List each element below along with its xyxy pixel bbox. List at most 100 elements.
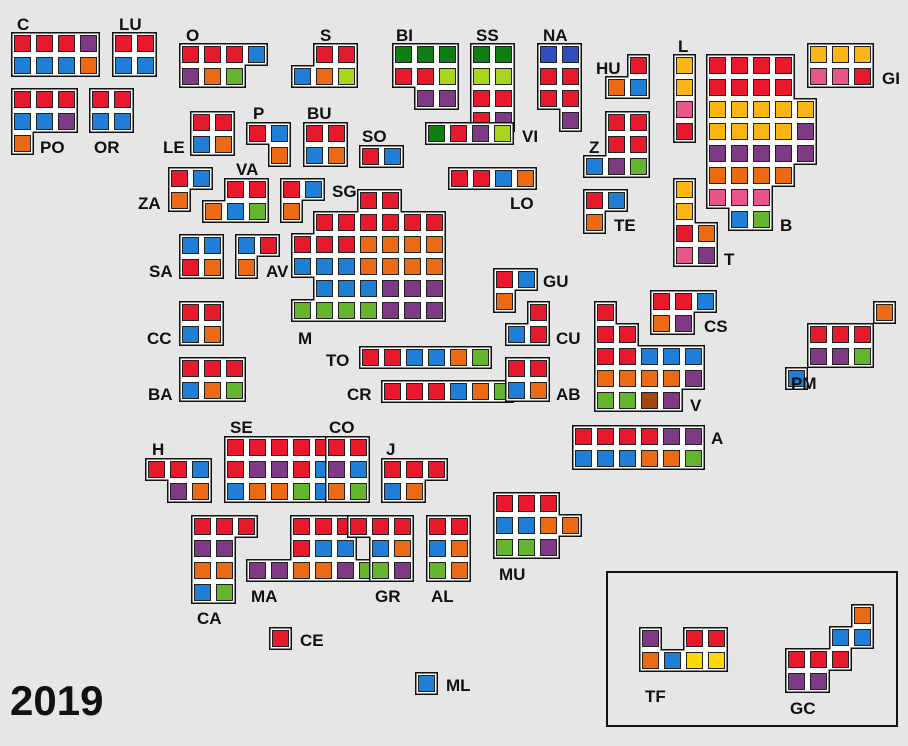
seat-cell: [472, 383, 489, 400]
seat-cell: [676, 57, 693, 74]
seat-cell: [426, 302, 443, 319]
seat-cell: [517, 170, 534, 187]
seat-cell: [192, 461, 209, 478]
seat-cell: [316, 258, 333, 275]
seat-cell: [92, 91, 109, 108]
seat-cell: [788, 673, 805, 690]
seat-cell: [271, 461, 288, 478]
seat-cell: [58, 113, 75, 130]
seat-cell: [753, 79, 770, 96]
seat-cell: [810, 46, 827, 63]
seat-cell: [451, 518, 468, 535]
seat-cell: [473, 90, 490, 107]
seat-cell: [472, 349, 489, 366]
seat-cell: [294, 68, 311, 85]
province-label-s: S: [320, 26, 332, 45]
province-label-cr: CR: [347, 385, 372, 404]
seat-cell: [731, 189, 748, 206]
seat-cell: [360, 236, 377, 253]
seat-cell: [619, 348, 636, 365]
seat-cell: [394, 540, 411, 557]
seat-cell: [315, 540, 332, 557]
seat-cell: [653, 315, 670, 332]
seat-cell: [316, 236, 333, 253]
province-label-av: AV: [266, 262, 289, 281]
province-label-ss: SS: [476, 26, 499, 45]
province-label-co: CO: [329, 418, 355, 437]
seat-cell: [283, 181, 300, 198]
seat-cell: [182, 259, 199, 276]
seat-cell: [227, 461, 244, 478]
seat-cell: [394, 518, 411, 535]
seat-cell: [293, 461, 310, 478]
seat-cell: [182, 326, 199, 343]
seat-cell: [641, 428, 658, 445]
seat-cell: [360, 302, 377, 319]
seat-cell: [685, 348, 702, 365]
seat-cell: [58, 91, 75, 108]
seat-cell: [451, 170, 468, 187]
seat-cell: [608, 79, 625, 96]
seat-cell: [36, 35, 53, 52]
seat-cell: [708, 630, 725, 647]
seat-cell: [170, 483, 187, 500]
seat-cell: [406, 349, 423, 366]
seat-cell: [394, 562, 411, 579]
seat-cell: [698, 247, 715, 264]
seat-cell: [775, 123, 792, 140]
province-label-j: J: [386, 440, 396, 459]
seat-cell: [14, 113, 31, 130]
seat-cell: [496, 271, 513, 288]
seat-cell: [439, 46, 456, 63]
seat-cell: [788, 651, 805, 668]
seat-cell: [171, 170, 188, 187]
seat-cell: [788, 370, 805, 387]
seat-cell: [372, 540, 389, 557]
seat-cell: [619, 450, 636, 467]
seat-cell: [753, 145, 770, 162]
seat-cell: [530, 382, 547, 399]
seat-cell: [775, 57, 792, 74]
seat-cell: [630, 57, 647, 74]
seat-cell: [36, 113, 53, 130]
canary-islands-inset: [606, 571, 898, 727]
seat-cell: [406, 383, 423, 400]
seat-cell: [630, 136, 647, 153]
seat-cell: [360, 214, 377, 231]
seat-cell: [731, 145, 748, 162]
seat-cell: [115, 57, 132, 74]
seat-cell: [663, 370, 680, 387]
province-label-sa: SA: [149, 262, 173, 281]
seat-cell: [294, 258, 311, 275]
seat-cell: [14, 135, 31, 152]
seat-cell: [382, 192, 399, 209]
seat-cell: [473, 170, 490, 187]
seat-cell: [293, 518, 310, 535]
seat-cell: [238, 518, 255, 535]
seat-cell: [775, 145, 792, 162]
seat-cell: [362, 349, 379, 366]
seat-cell: [215, 114, 232, 131]
province-label-b: B: [780, 216, 793, 235]
seat-cell: [350, 439, 367, 456]
seat-cell: [753, 167, 770, 184]
seat-cell: [496, 293, 513, 310]
province-label-to: TO: [326, 351, 350, 370]
province-label-ce: CE: [300, 631, 324, 650]
seat-cell: [630, 158, 647, 175]
seat-cell: [540, 539, 557, 556]
seat-cell: [182, 382, 199, 399]
province-label-va: VA: [236, 160, 259, 179]
seat-cell: [316, 214, 333, 231]
seat-cell: [709, 101, 726, 118]
seat-cell: [619, 428, 636, 445]
seat-cell: [709, 123, 726, 140]
seat-cell: [170, 461, 187, 478]
seat-cell: [731, 123, 748, 140]
seat-cell: [294, 236, 311, 253]
seat-cell: [226, 68, 243, 85]
province-label-mu: MU: [499, 565, 526, 584]
seat-cell: [530, 360, 547, 377]
seat-cell: [832, 326, 849, 343]
seat-cell: [384, 483, 401, 500]
